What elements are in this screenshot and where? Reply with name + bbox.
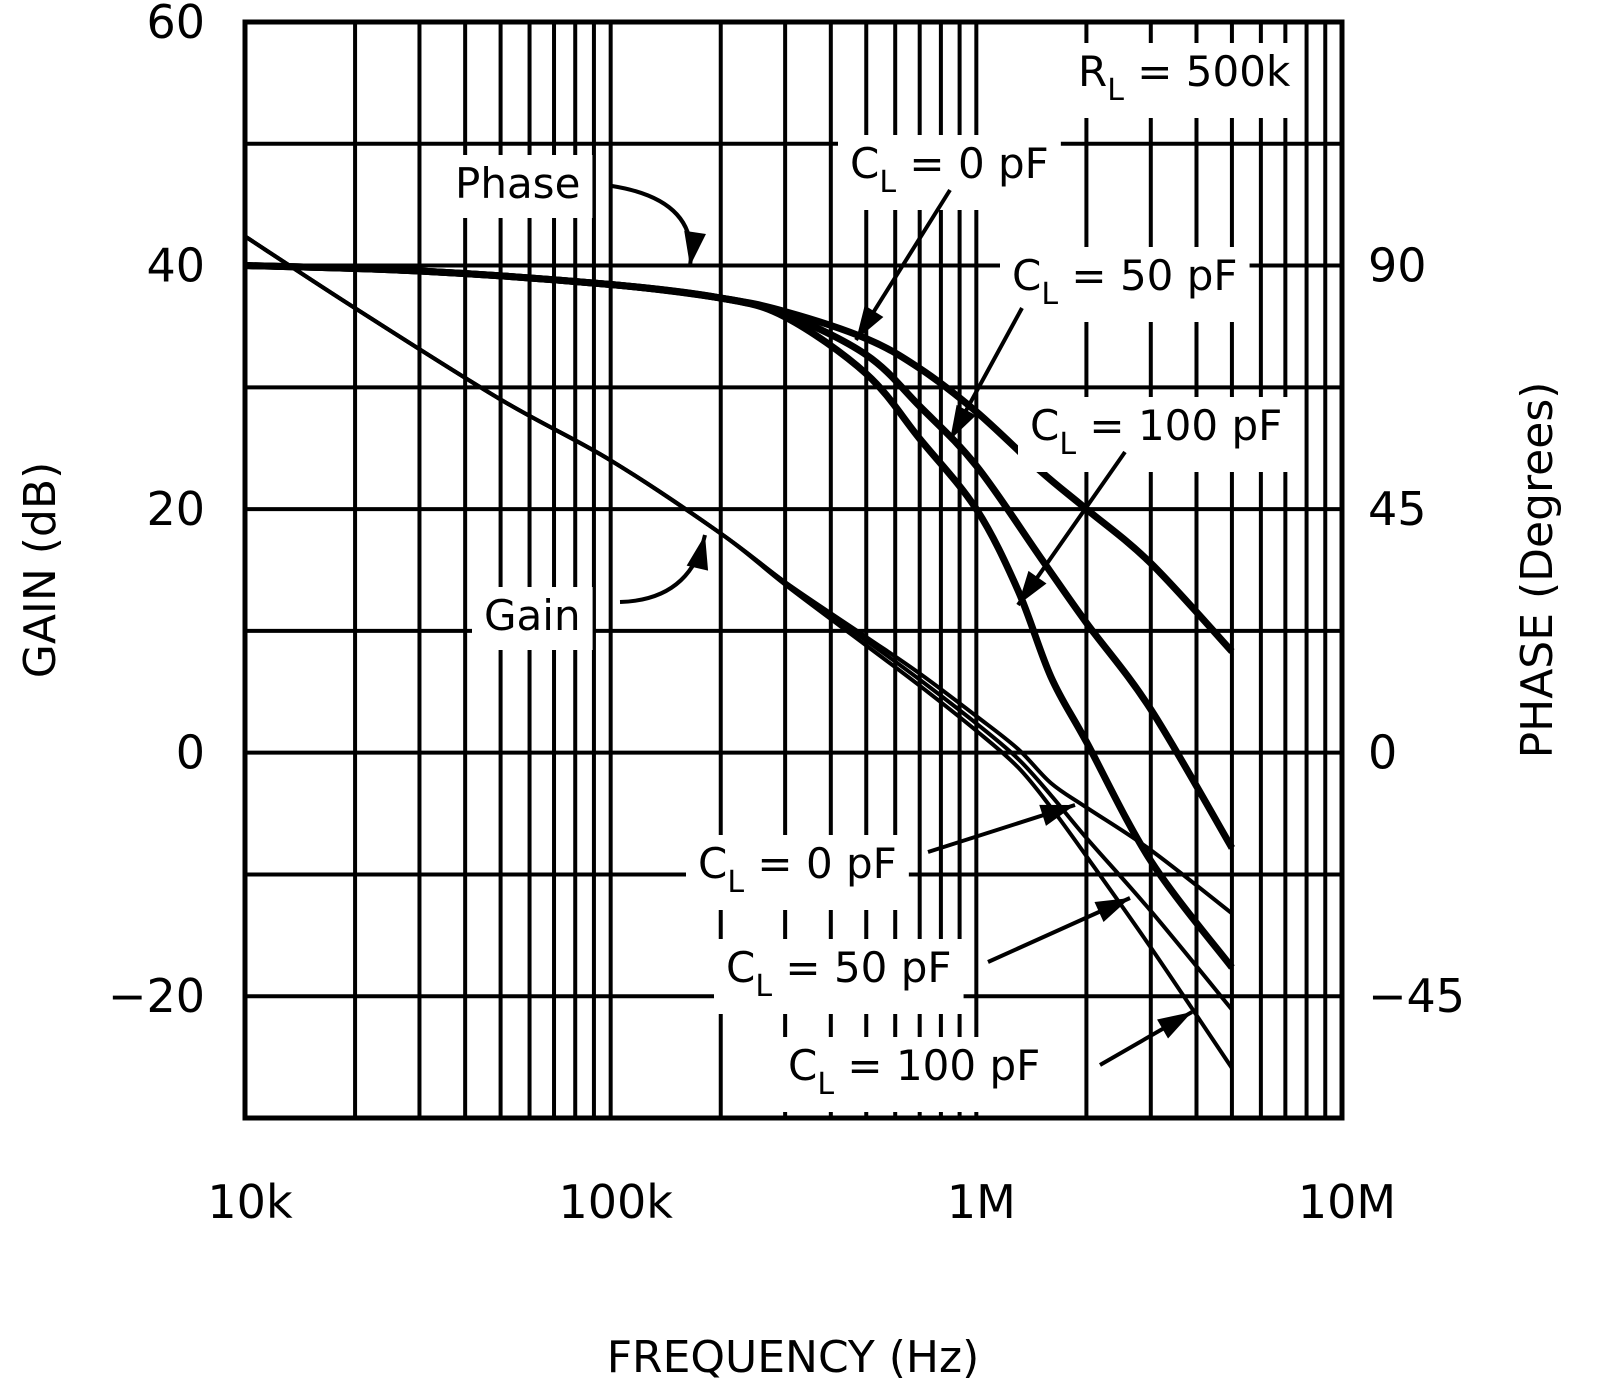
- y2-axis-title: PHASE (Degrees): [1512, 382, 1563, 759]
- phase-tick-label: −45: [1368, 969, 1465, 1023]
- svg-text:CL = 50 pF: CL = 50 pF: [1012, 251, 1238, 312]
- annotation-arrows: [611, 184, 1193, 1067]
- label-background: [1066, 43, 1303, 118]
- label-background: [776, 1037, 1053, 1112]
- annotation-condition: RL = 500k: [1078, 47, 1291, 108]
- label-masks: [443, 43, 1303, 1112]
- annotation-gain: Gain: [484, 591, 581, 640]
- frequency-tick-label: 100k: [558, 1175, 673, 1229]
- label-background: [1018, 397, 1295, 472]
- gain-tick-label: 40: [146, 239, 205, 293]
- phase-tick-label: 45: [1368, 482, 1427, 536]
- svg-text:RL = 500k: RL = 500k: [1078, 47, 1291, 108]
- annotation-phase_cl100: CL = 100 pF: [1030, 401, 1282, 462]
- frequency-tick-label: 10M: [1298, 1175, 1396, 1229]
- series-gain-cl-100-pf: [243, 234, 1234, 1070]
- gain-tick-label: 60: [146, 0, 205, 49]
- annotation-gain_cl100: CL = 100 pF: [788, 1041, 1040, 1102]
- annotation-gain_cl0: CL = 0 pF: [698, 839, 897, 900]
- annotations: Phase Gain CL = 0 pF CL = 50 pF CL = 100 pF C…: [455, 139, 1282, 1102]
- phase-axis-tick-labels: 90 45 0 −45: [1368, 239, 1465, 1024]
- annotation-gain_cl50: CL = 50 pF: [726, 943, 952, 1004]
- arrowhead-icon: [950, 404, 976, 440]
- arrowhead-icon: [1157, 1012, 1192, 1039]
- label-background: [838, 135, 1061, 210]
- label-background: [1000, 247, 1250, 322]
- frequency-axis-tick-labels: 10k 100k 1M 10M: [207, 1175, 1396, 1229]
- svg-text:Gain: Gain: [484, 591, 581, 640]
- annotation-phase_cl50: CL = 50 pF: [1012, 251, 1238, 312]
- annotation-phase: Phase: [455, 159, 580, 208]
- label-background: [686, 835, 909, 910]
- arrowhead-icon: [1039, 804, 1075, 826]
- svg-text:Phase: Phase: [455, 159, 580, 208]
- series-phase-cl-100-pf: [244, 262, 1235, 970]
- svg-text:CL = 0 pF: CL = 0 pF: [850, 139, 1049, 200]
- gain-axis-tick-labels: 60 40 20 0 −20: [108, 0, 205, 1023]
- annotation-arrow: [619, 534, 707, 604]
- annotation-arrow: [611, 184, 693, 267]
- plot-frame: [242, 19, 1345, 1121]
- phase-tick-label: 0: [1368, 726, 1397, 780]
- arrowhead-icon: [1094, 898, 1130, 922]
- data-curves: [243, 234, 1235, 1070]
- svg-text:CL = 100 pF: CL = 100 pF: [788, 1041, 1040, 1102]
- arrowhead-icon: [686, 535, 709, 571]
- gain-tick-label: 0: [176, 726, 205, 780]
- series-gain-cl-0-pf: [243, 234, 1234, 915]
- phase-tick-label: 90: [1368, 239, 1427, 293]
- svg-text:CL = 50 pF: CL = 50 pF: [726, 943, 952, 1004]
- label-background: [443, 155, 593, 218]
- label-background: [472, 587, 593, 650]
- plot-border: [242, 19, 1345, 1121]
- arrowhead-icon: [856, 305, 884, 340]
- gain-tick-label: −20: [108, 969, 205, 1023]
- label-background: [714, 939, 964, 1014]
- annotation-phase_cl0: CL = 0 pF: [850, 139, 1049, 200]
- condition-label: RL = 500k: [1078, 47, 1291, 108]
- svg-text:CL = 0 pF: CL = 0 pF: [698, 839, 897, 900]
- arrowhead-icon: [684, 230, 706, 266]
- svg-text:CL = 100 pF: CL = 100 pF: [1030, 401, 1282, 462]
- x-axis-title: FREQUENCY (Hz): [607, 1332, 980, 1383]
- series-phase-cl-50-pf: [244, 262, 1235, 850]
- frequency-tick-label: 10k: [207, 1175, 293, 1229]
- arrowhead-icon: [1018, 570, 1047, 605]
- frequency-tick-label: 1M: [947, 1175, 1016, 1229]
- y-axis-title: GAIN (dB): [15, 462, 66, 679]
- gain-tick-label: 20: [146, 482, 205, 536]
